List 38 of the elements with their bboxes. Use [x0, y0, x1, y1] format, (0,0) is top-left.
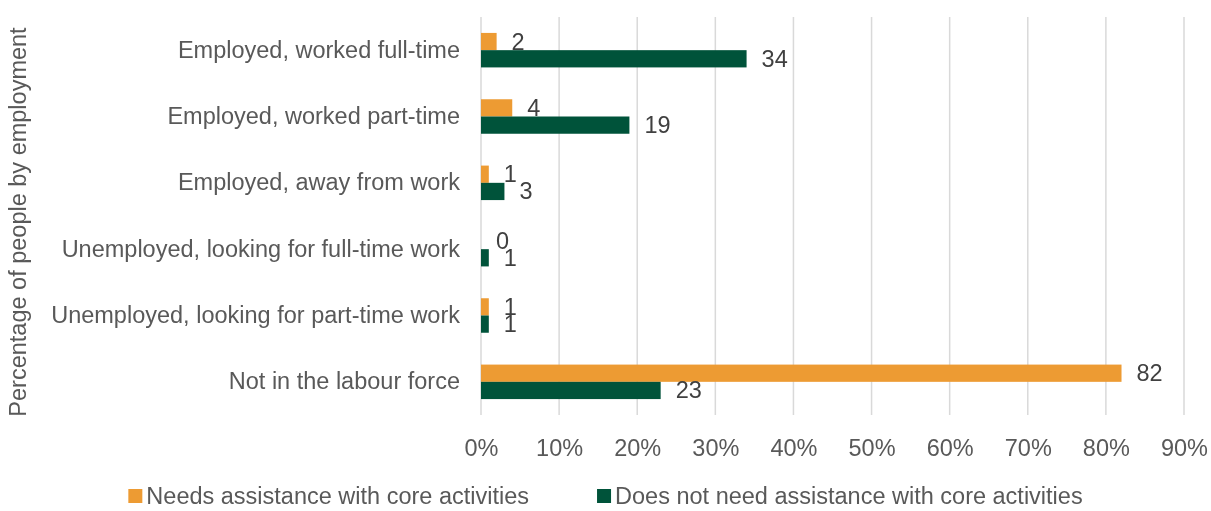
bar: [481, 249, 489, 267]
x-tick-label: 90%: [1160, 434, 1209, 461]
data-label: 23: [675, 377, 702, 404]
bar: [481, 32, 497, 51]
data-label: 4: [527, 94, 541, 121]
x-tick-label: 0%: [464, 434, 499, 461]
x-tick-label: 20%: [614, 434, 662, 461]
x-tick-label: 40%: [770, 434, 818, 461]
bar: [481, 50, 747, 68]
data-label: 19: [644, 112, 671, 139]
data-label: 1: [503, 161, 517, 188]
x-tick-label: 70%: [1004, 434, 1052, 461]
y-tick-label: Employed, worked part-time: [167, 103, 460, 130]
bar: [481, 364, 1122, 382]
bar: [481, 182, 505, 201]
y-tick-label: Employed, worked full-time: [177, 36, 460, 63]
x-tick-label: 80%: [1082, 434, 1130, 461]
y-tick-label: Employed, away from work: [177, 169, 461, 196]
y-tick-label: Unemployed, looking for full-time work: [61, 235, 461, 262]
bar: [481, 165, 489, 183]
bar: [481, 116, 630, 134]
legend-label: Needs assistance with core activities: [146, 483, 530, 509]
bar: [481, 381, 661, 400]
x-tick-label: 10%: [536, 434, 584, 461]
y-tick-label: Not in the labour force: [228, 368, 460, 395]
bar: [481, 99, 513, 117]
data-label: 2: [511, 28, 525, 55]
x-tick-label: 60%: [926, 434, 974, 461]
legend-label: Does not need assistance with core activities: [615, 483, 1083, 509]
x-tick-label: 50%: [848, 434, 896, 461]
y-axis-title: Percentage of people by employment: [5, 26, 31, 417]
data-label: 82: [1136, 360, 1163, 387]
data-label: 34: [761, 45, 788, 72]
x-tick-label: 30%: [692, 434, 740, 461]
bar: [481, 315, 489, 333]
y-tick-label: Unemployed, looking for part-time work: [51, 302, 461, 329]
data-label: 3: [519, 178, 533, 205]
bar: [481, 298, 489, 316]
